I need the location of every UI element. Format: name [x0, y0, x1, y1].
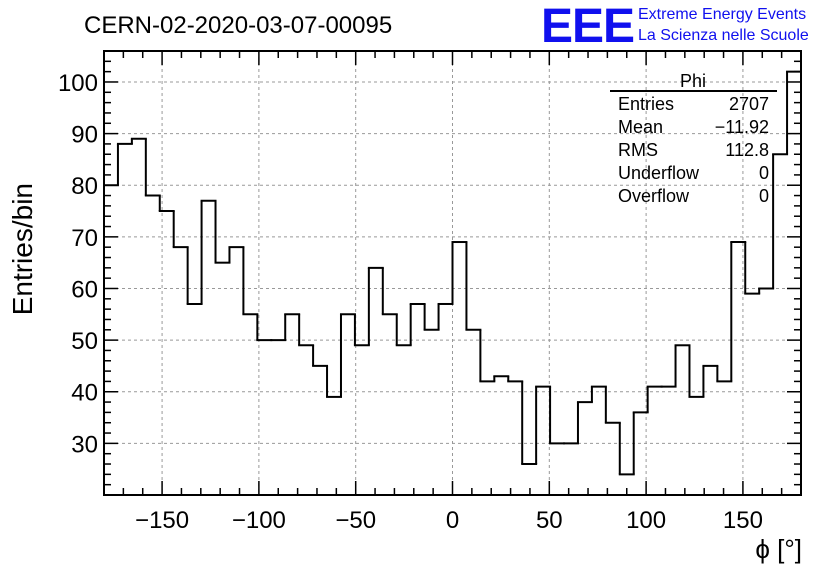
grid-lines	[104, 51, 801, 495]
y-tick-label: 40	[71, 380, 98, 407]
stats-label-mean: Mean	[618, 117, 663, 137]
stats-label-entries: Entries	[618, 94, 674, 114]
logo-line-2: La Scienza nelle Scuole	[638, 27, 809, 44]
stats-label-rms: RMS	[618, 140, 658, 160]
stats-label-overflow: Overflow	[618, 186, 690, 206]
y-tick-label: 90	[71, 122, 98, 149]
stats-label-underflow: Underflow	[618, 163, 700, 183]
y-tick-label: 70	[71, 225, 98, 252]
stats-value-underflow: 0	[759, 163, 769, 183]
y-tick-label: 60	[71, 276, 98, 303]
y-axis-title: Entries/bin	[7, 183, 38, 315]
y-tick-labels: 30 40 50 60 70 80 90 100	[58, 70, 98, 458]
eee-logo: EEE Extreme Energy Events La Scienza nel…	[541, 0, 809, 53]
x-tick-label: 150	[723, 507, 763, 534]
stats-box: Phi Entries 2707 Mean −11.92 RMS 112.8 U…	[610, 71, 777, 206]
stats-value-overflow: 0	[759, 186, 769, 206]
x-tick-label: −150	[135, 507, 189, 534]
stats-value-mean: −11.92	[715, 117, 769, 137]
x-tick-label: 100	[626, 507, 666, 534]
x-tick-label: −50	[335, 507, 376, 534]
stats-value-entries: 2707	[729, 94, 769, 114]
x-tick-label: 50	[536, 507, 563, 534]
y-tick-label: 50	[71, 328, 98, 355]
stats-value-rms: 112.8	[725, 140, 769, 160]
y-tick-label: 80	[71, 173, 98, 200]
y-tick-label: 30	[71, 431, 98, 458]
x-tick-labels: −150 −100 −50 0 50 100 150	[135, 507, 763, 534]
logo-letters: EEE	[541, 0, 634, 53]
logo-line-1: Extreme Energy Events	[638, 6, 806, 23]
x-tick-label: 0	[446, 507, 459, 534]
x-tick-label: −100	[232, 507, 286, 534]
chart-title: CERN-02-2020-03-07-00095	[84, 12, 392, 39]
y-tick-label: 100	[58, 70, 98, 97]
x-axis-title: ϕ [°]	[755, 534, 802, 564]
stats-title: Phi	[680, 71, 706, 91]
plot-frame	[103, 50, 802, 496]
